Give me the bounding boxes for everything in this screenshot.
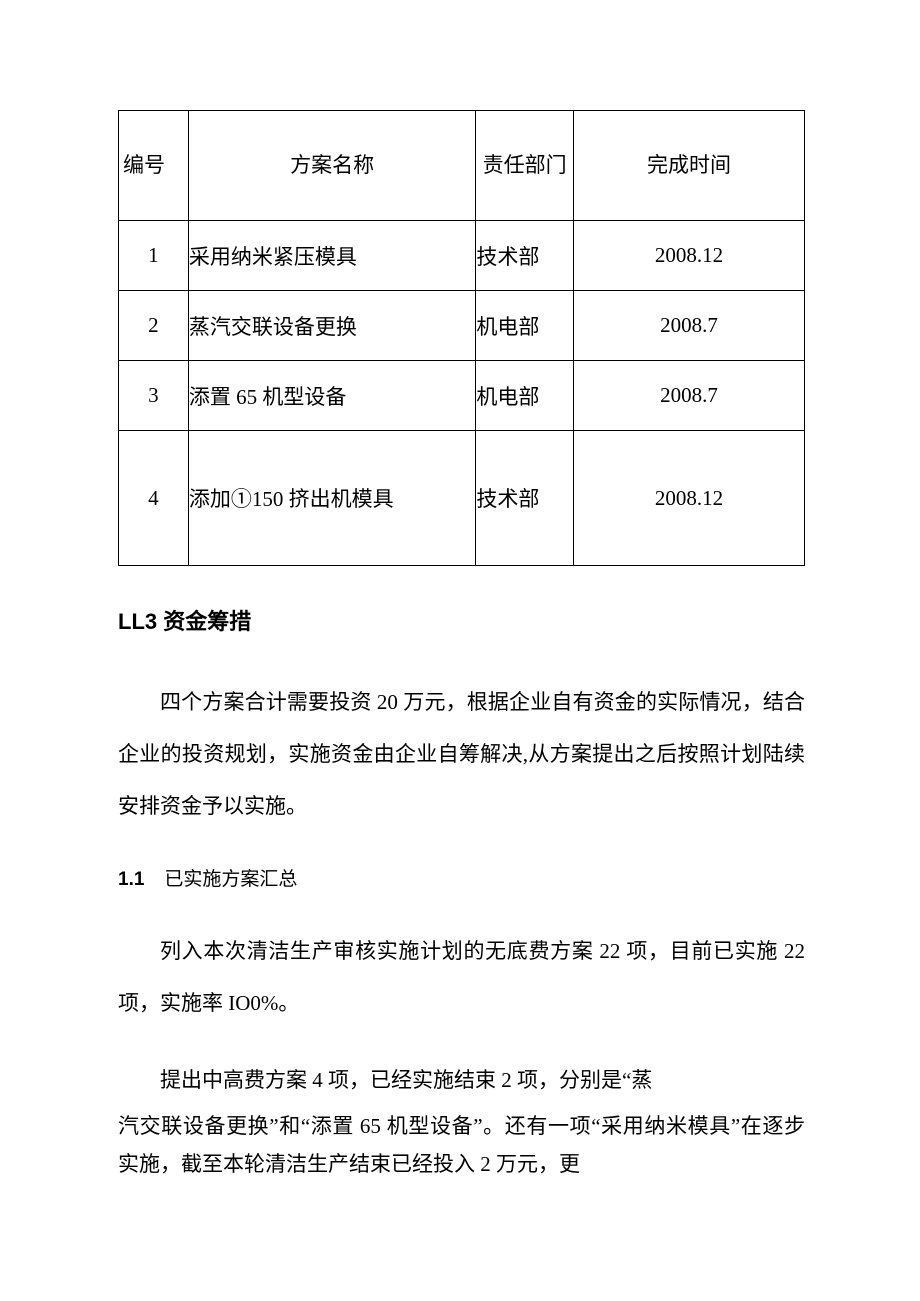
table-row: 2 蒸汽交联设备更换 机电部 2008.7 [119, 291, 805, 361]
cell-num: 3 [119, 361, 189, 431]
cell-num: 1 [119, 221, 189, 291]
paragraph-detail-cont: 汽交联设备更换”和“添置 65 机型设备”。还有一项“采用纳米模具”在逐步实施，… [118, 1107, 805, 1183]
table-row: 3 添置 65 机型设备 机电部 2008.7 [119, 361, 805, 431]
cell-num: 4 [119, 431, 189, 566]
cell-name: 采用纳米紧压模具 [188, 221, 476, 291]
cell-dept: 机电部 [476, 291, 574, 361]
cell-time: 2008.7 [573, 291, 804, 361]
cell-time: 2008.12 [573, 431, 804, 566]
section-heading: LL3 资金筹措 [118, 604, 805, 636]
cell-name: 蒸汽交联设备更换 [188, 291, 476, 361]
paragraph-funding: 四个方案合计需要投资 20 万元，根据企业自有资金的实际情况，结合企业的投资规划… [118, 676, 805, 832]
paragraph-summary: 列入本次清洁生产审核实施计划的无底费方案 22 项，目前已实施 22 项，实施率… [118, 925, 805, 1029]
cell-dept: 技术部 [476, 221, 574, 291]
table-row: 4 添加①150 挤出机模具 技术部 2008.12 [119, 431, 805, 566]
cell-time: 2008.12 [573, 221, 804, 291]
paragraph-detail-line1: 提出中高费方案 4 项，已经实施结束 2 项，分别是“蒸 [118, 1061, 805, 1099]
cell-num: 2 [119, 291, 189, 361]
subsection-number: 1.1 [118, 869, 144, 890]
table-row: 1 采用纳米紧压模具 技术部 2008.12 [119, 221, 805, 291]
subsection-heading: 1.1 已实施方案汇总 [118, 864, 805, 891]
cell-name: 添加①150 挤出机模具 [188, 431, 476, 566]
header-num: 编号 [119, 111, 189, 221]
header-dept: 责任部门 [476, 111, 574, 221]
cell-dept: 机电部 [476, 361, 574, 431]
cell-name: 添置 65 机型设备 [188, 361, 476, 431]
header-time: 完成时间 [573, 111, 804, 221]
plan-table: 编号 方案名称 责任部门 完成时间 1 采用纳米紧压模具 技术部 2008.12… [118, 110, 805, 566]
cell-time: 2008.7 [573, 361, 804, 431]
header-name: 方案名称 [188, 111, 476, 221]
subsection-title: 已实施方案汇总 [164, 869, 297, 890]
table-header-row: 编号 方案名称 责任部门 完成时间 [119, 111, 805, 221]
cell-dept: 技术部 [476, 431, 574, 566]
